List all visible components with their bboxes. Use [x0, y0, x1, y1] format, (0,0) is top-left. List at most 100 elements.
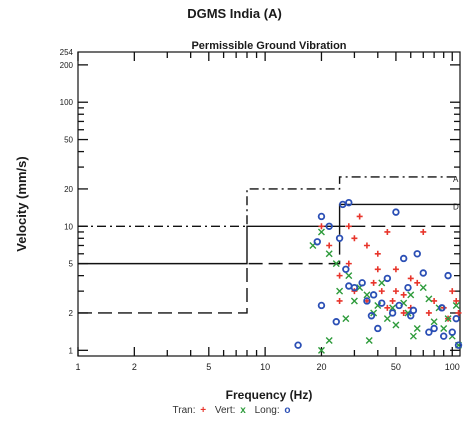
point-tran [453, 297, 460, 304]
point-vert [317, 228, 325, 236]
point-long [388, 309, 397, 317]
point-long [325, 222, 333, 230]
point-vert [345, 272, 353, 280]
point-tran [384, 228, 391, 235]
point-vert [430, 318, 438, 326]
point-tran [374, 266, 381, 273]
threshold-A [78, 176, 460, 227]
point-long [358, 279, 366, 287]
point-tran [345, 223, 352, 230]
point-long [452, 314, 460, 323]
x-tick-label: 100 [445, 362, 460, 372]
legend-tran-marker: + [200, 405, 207, 416]
point-long [430, 324, 438, 333]
point-tran [363, 242, 370, 249]
point-tran [449, 288, 456, 295]
point-tran [336, 272, 343, 279]
point-tran [425, 309, 432, 316]
point-vert [350, 297, 358, 305]
point-long [367, 312, 376, 320]
tick-labels: 1 2 5 10 20 50 100 1 2 5 10 20 50 100 200 254 [60, 48, 460, 372]
legend-vert-marker: x [240, 405, 246, 416]
point-vert [452, 301, 460, 309]
point-long [399, 254, 408, 263]
x-tick-label: 20 [316, 362, 326, 372]
annotation-A: A [453, 175, 459, 184]
point-tran [400, 309, 407, 316]
point-tran [370, 279, 377, 286]
point-long [404, 283, 412, 292]
point-vert [365, 337, 373, 344]
data-points [294, 198, 463, 354]
point-long [335, 234, 344, 242]
point-vert [325, 337, 333, 344]
legend-long-label: Long: [254, 405, 280, 416]
annotation-D: D [453, 202, 459, 211]
point-vert [407, 291, 415, 299]
point-long [413, 250, 421, 258]
threshold-B [78, 225, 460, 314]
point-vert [444, 315, 452, 323]
point-tran [356, 213, 363, 220]
x-tick-label: 50 [391, 362, 401, 372]
point-tran [318, 223, 325, 230]
point-vert [425, 295, 433, 303]
y-axis-label: Velocity (mm/s) [14, 156, 29, 251]
point-tran [431, 297, 438, 304]
point-long [313, 238, 321, 246]
point-tran [392, 266, 399, 273]
point-tran [407, 275, 414, 282]
point-vert [336, 287, 344, 295]
y-tick-label: 2 [69, 309, 74, 318]
threshold-lines [78, 176, 460, 314]
y-tick-label: 254 [60, 48, 74, 57]
point-long [345, 198, 353, 207]
point-tran [326, 242, 333, 249]
y-tick-label: 5 [69, 260, 74, 269]
point-long [294, 341, 302, 349]
y-tick-label: 1 [69, 346, 74, 355]
point-tran [420, 228, 427, 235]
point-long [345, 282, 353, 290]
point-long [317, 212, 326, 221]
point-long [369, 291, 378, 299]
point-long [409, 306, 418, 315]
point-vert [413, 324, 421, 332]
point-vert [342, 315, 350, 323]
chart-subtitle: Permissible Ground Vibration [191, 40, 346, 52]
point-long [342, 265, 350, 273]
point-tran [374, 250, 381, 257]
x-axis-label: Frequency (Hz) [226, 388, 313, 402]
threshold-D [78, 203, 460, 265]
point-tran [392, 288, 399, 295]
point-long [407, 312, 415, 320]
point-vert [332, 260, 340, 268]
point-long [383, 274, 392, 283]
point-long [419, 269, 427, 277]
point-long [363, 297, 371, 305]
point-vert [419, 284, 427, 292]
point-long [425, 328, 433, 336]
point-long [438, 304, 446, 312]
x-tick-label: 1 [75, 362, 80, 372]
point-long [454, 341, 463, 349]
point-vert [409, 332, 417, 340]
point-tran [351, 235, 358, 242]
point-tran [345, 260, 352, 267]
point-vert [325, 250, 333, 258]
y-tick-label: 10 [64, 222, 73, 231]
chart-svg: Permissible Ground Vibration 1 2 5 10 20 50 10… [14, 40, 463, 402]
point-vert [440, 324, 448, 332]
point-tran [414, 279, 421, 286]
point-long [374, 324, 382, 333]
legend: Tran: + Vert: x Long: o [0, 405, 469, 416]
y-tick-label: 100 [60, 98, 74, 107]
point-long [392, 208, 400, 216]
point-long [317, 301, 326, 310]
x-tick-label: 10 [260, 362, 270, 372]
point-vert [317, 346, 325, 354]
point-long [332, 318, 340, 326]
y-tick-label: 50 [64, 136, 73, 145]
point-tran [384, 304, 391, 311]
legend-tran-label: Tran: [172, 405, 196, 416]
